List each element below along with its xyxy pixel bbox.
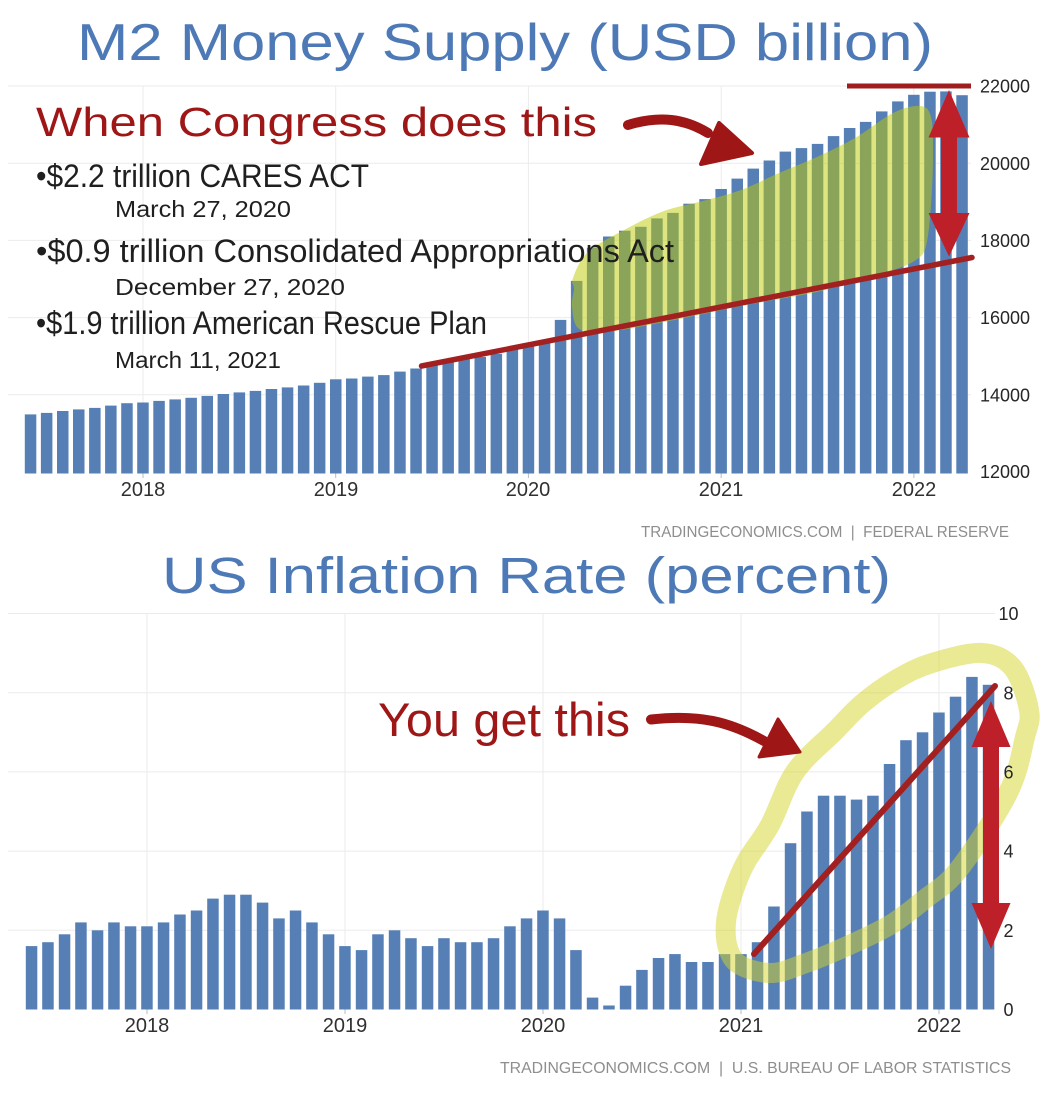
svg-text:•$2.2 trillion CARES ACT: •$2.2 trillion CARES ACT (36, 158, 369, 194)
svg-text:0: 0 (1003, 1000, 1013, 1020)
svg-text:2022: 2022 (892, 479, 937, 501)
svg-text:2021: 2021 (719, 1015, 764, 1037)
svg-text:2021: 2021 (699, 479, 744, 501)
svg-text:March 27, 2020: March 27, 2020 (115, 196, 291, 222)
svg-text:20000: 20000 (980, 154, 1030, 174)
svg-text:10: 10 (998, 604, 1018, 624)
svg-text:14000: 14000 (980, 385, 1030, 405)
svg-text:2: 2 (1003, 921, 1013, 941)
svg-text:M2 Money Supply (USD billion): M2 Money Supply (USD billion) (77, 14, 933, 72)
svg-text:December 27, 2020: December 27, 2020 (115, 274, 345, 300)
svg-text:•$0.9 trillion Consolidated Ap: •$0.9 trillion Consolidated Appropriatio… (36, 233, 674, 269)
svg-text:US Inflation Rate (percent): US Inflation Rate (percent) (162, 547, 891, 604)
svg-text:18000: 18000 (980, 231, 1030, 251)
svg-text:2018: 2018 (125, 1015, 170, 1037)
svg-text:2019: 2019 (323, 1015, 368, 1037)
svg-text:2020: 2020 (521, 1015, 566, 1037)
svg-text:2020: 2020 (506, 479, 551, 501)
svg-text:2019: 2019 (314, 479, 359, 501)
svg-text:16000: 16000 (980, 308, 1030, 328)
svg-text:You get this: You get this (378, 693, 630, 746)
svg-text:TRADINGECONOMICS.COM | FEDER: TRADINGECONOMICS.COM | FEDERAL RESERVE (641, 524, 1009, 541)
svg-text:•$1.9 trillion American Rescue: •$1.9 trillion American Rescue Plan (36, 305, 487, 341)
svg-text:When Congress does this: When Congress does this (36, 99, 597, 145)
svg-text:2022: 2022 (917, 1015, 962, 1037)
svg-text:2018: 2018 (121, 479, 166, 501)
svg-text:12000: 12000 (980, 462, 1030, 482)
svg-text:TRADINGECONOMICS.COM | U.S.: TRADINGECONOMICS.COM | U.S. BUREAU OF LA… (500, 1060, 1011, 1077)
svg-text:8: 8 (1003, 683, 1013, 703)
svg-text:March 11, 2021: March 11, 2021 (115, 347, 281, 373)
svg-text:6: 6 (1003, 763, 1013, 783)
svg-text:4: 4 (1003, 842, 1013, 862)
svg-text:22000: 22000 (980, 77, 1030, 97)
